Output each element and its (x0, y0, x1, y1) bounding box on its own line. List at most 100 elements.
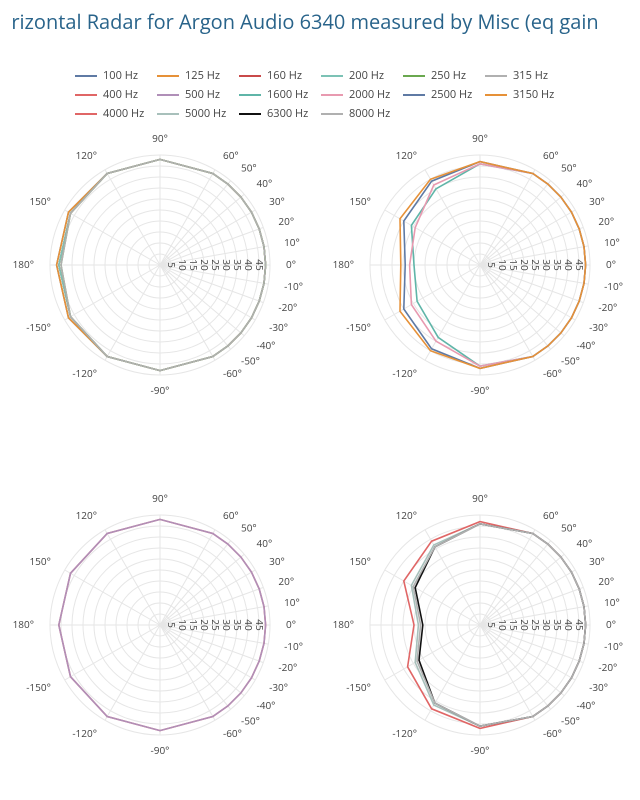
legend-swatch (75, 94, 97, 96)
legend-label: 250 Hz (431, 68, 466, 83)
svg-text:-10°: -10° (284, 279, 303, 293)
legend-item[interactable]: 2000 Hz (321, 87, 403, 102)
svg-text:180°: 180° (13, 617, 34, 631)
legend-item[interactable]: 3150 Hz (485, 87, 567, 102)
svg-text:20°: 20° (278, 574, 294, 588)
svg-text:150°: 150° (29, 194, 50, 208)
legend-item[interactable]: 315 Hz (485, 68, 567, 83)
legend-item[interactable]: 160 Hz (239, 68, 321, 83)
svg-text:-10°: -10° (284, 639, 303, 653)
legend-swatch (239, 75, 261, 77)
legend-item[interactable]: 400 Hz (75, 87, 157, 102)
legend-item[interactable]: 1600 Hz (239, 87, 321, 102)
legend-label: 125 Hz (185, 68, 220, 83)
svg-text:120°: 120° (76, 148, 97, 162)
svg-text:-150°: -150° (26, 320, 51, 334)
svg-text:-40°: -40° (577, 698, 596, 712)
legend-item[interactable]: 5000 Hz (157, 106, 239, 121)
svg-text:120°: 120° (396, 508, 417, 522)
legend-label: 315 Hz (513, 68, 548, 83)
svg-text:10°: 10° (604, 595, 620, 609)
legend-swatch (321, 94, 343, 96)
svg-text:10°: 10° (604, 235, 620, 249)
svg-text:-30°: -30° (269, 320, 288, 334)
legend-item[interactable]: 6300 Hz (239, 106, 321, 121)
legend-swatch (321, 75, 343, 77)
svg-text:-10°: -10° (604, 639, 623, 653)
svg-text:50°: 50° (561, 160, 577, 174)
svg-text:50°: 50° (241, 160, 257, 174)
svg-text:40°: 40° (577, 536, 593, 550)
svg-text:0°: 0° (606, 617, 616, 631)
svg-text:-90°: -90° (151, 743, 170, 757)
legend-swatch (239, 113, 261, 115)
svg-text:150°: 150° (349, 554, 370, 568)
svg-text:20°: 20° (598, 214, 614, 228)
legend-label: 4000 Hz (103, 106, 144, 121)
legend-label: 6300 Hz (267, 106, 308, 121)
legend-item[interactable]: 100 Hz (75, 68, 157, 83)
svg-text:-120°: -120° (392, 726, 417, 740)
svg-text:-50°: -50° (561, 354, 580, 368)
polar-panel-2: 180°150°120°90°60°50°40°30°20°10°0°-10°-… (0, 490, 320, 790)
svg-text:-120°: -120° (72, 726, 97, 740)
svg-text:10°: 10° (284, 235, 300, 249)
svg-text:180°: 180° (333, 617, 354, 631)
legend-swatch (157, 113, 179, 115)
svg-text:-40°: -40° (257, 338, 276, 352)
svg-text:180°: 180° (333, 257, 354, 271)
svg-text:-150°: -150° (346, 680, 371, 694)
svg-text:150°: 150° (29, 554, 50, 568)
svg-text:-60°: -60° (543, 726, 562, 740)
svg-text:-20°: -20° (278, 300, 297, 314)
legend-swatch (75, 113, 97, 115)
svg-text:-30°: -30° (589, 320, 608, 334)
legend-label: 2000 Hz (349, 87, 390, 102)
polar-panel-3: 180°150°120°90°60°50°40°30°20°10°0°-10°-… (320, 490, 640, 790)
legend-item[interactable]: 500 Hz (157, 87, 239, 102)
svg-text:-40°: -40° (257, 698, 276, 712)
svg-text:150°: 150° (349, 194, 370, 208)
svg-text:50°: 50° (561, 520, 577, 534)
legend-item[interactable]: 250 Hz (403, 68, 485, 83)
legend-swatch (485, 75, 507, 77)
svg-text:-120°: -120° (72, 366, 97, 380)
legend-swatch (157, 75, 179, 77)
svg-text:-60°: -60° (223, 366, 242, 380)
svg-text:-50°: -50° (241, 354, 260, 368)
svg-text:90°: 90° (152, 131, 168, 145)
legend-item[interactable]: 200 Hz (321, 68, 403, 83)
svg-text:10°: 10° (284, 595, 300, 609)
legend: 100 Hz 125 Hz 160 Hz 200 Hz 250 Hz 315 Hz 400 … (75, 68, 620, 125)
legend-label: 2500 Hz (431, 87, 472, 102)
legend-item[interactable]: 125 Hz (157, 68, 239, 83)
svg-text:60°: 60° (223, 508, 239, 522)
legend-label: 500 Hz (185, 87, 220, 102)
legend-item[interactable]: 8000 Hz (321, 106, 403, 121)
legend-item[interactable]: 2500 Hz (403, 87, 485, 102)
svg-text:120°: 120° (76, 508, 97, 522)
svg-text:-60°: -60° (223, 726, 242, 740)
svg-text:30°: 30° (589, 554, 605, 568)
svg-text:60°: 60° (543, 508, 559, 522)
svg-text:0°: 0° (286, 617, 296, 631)
legend-item[interactable]: 4000 Hz (75, 106, 157, 121)
svg-text:-20°: -20° (598, 660, 617, 674)
svg-text:-30°: -30° (589, 680, 608, 694)
svg-text:-90°: -90° (471, 743, 490, 757)
svg-text:90°: 90° (152, 491, 168, 505)
svg-text:60°: 60° (543, 148, 559, 162)
svg-text:20°: 20° (278, 214, 294, 228)
legend-label: 160 Hz (267, 68, 302, 83)
legend-swatch (403, 75, 425, 77)
svg-text:-120°: -120° (392, 366, 417, 380)
legend-label: 100 Hz (103, 68, 138, 83)
svg-text:90°: 90° (472, 131, 488, 145)
svg-text:0°: 0° (286, 257, 296, 271)
svg-text:30°: 30° (589, 194, 605, 208)
svg-text:20°: 20° (598, 574, 614, 588)
svg-text:60°: 60° (223, 148, 239, 162)
svg-text:-30°: -30° (269, 680, 288, 694)
svg-text:-60°: -60° (543, 366, 562, 380)
legend-swatch (157, 94, 179, 96)
